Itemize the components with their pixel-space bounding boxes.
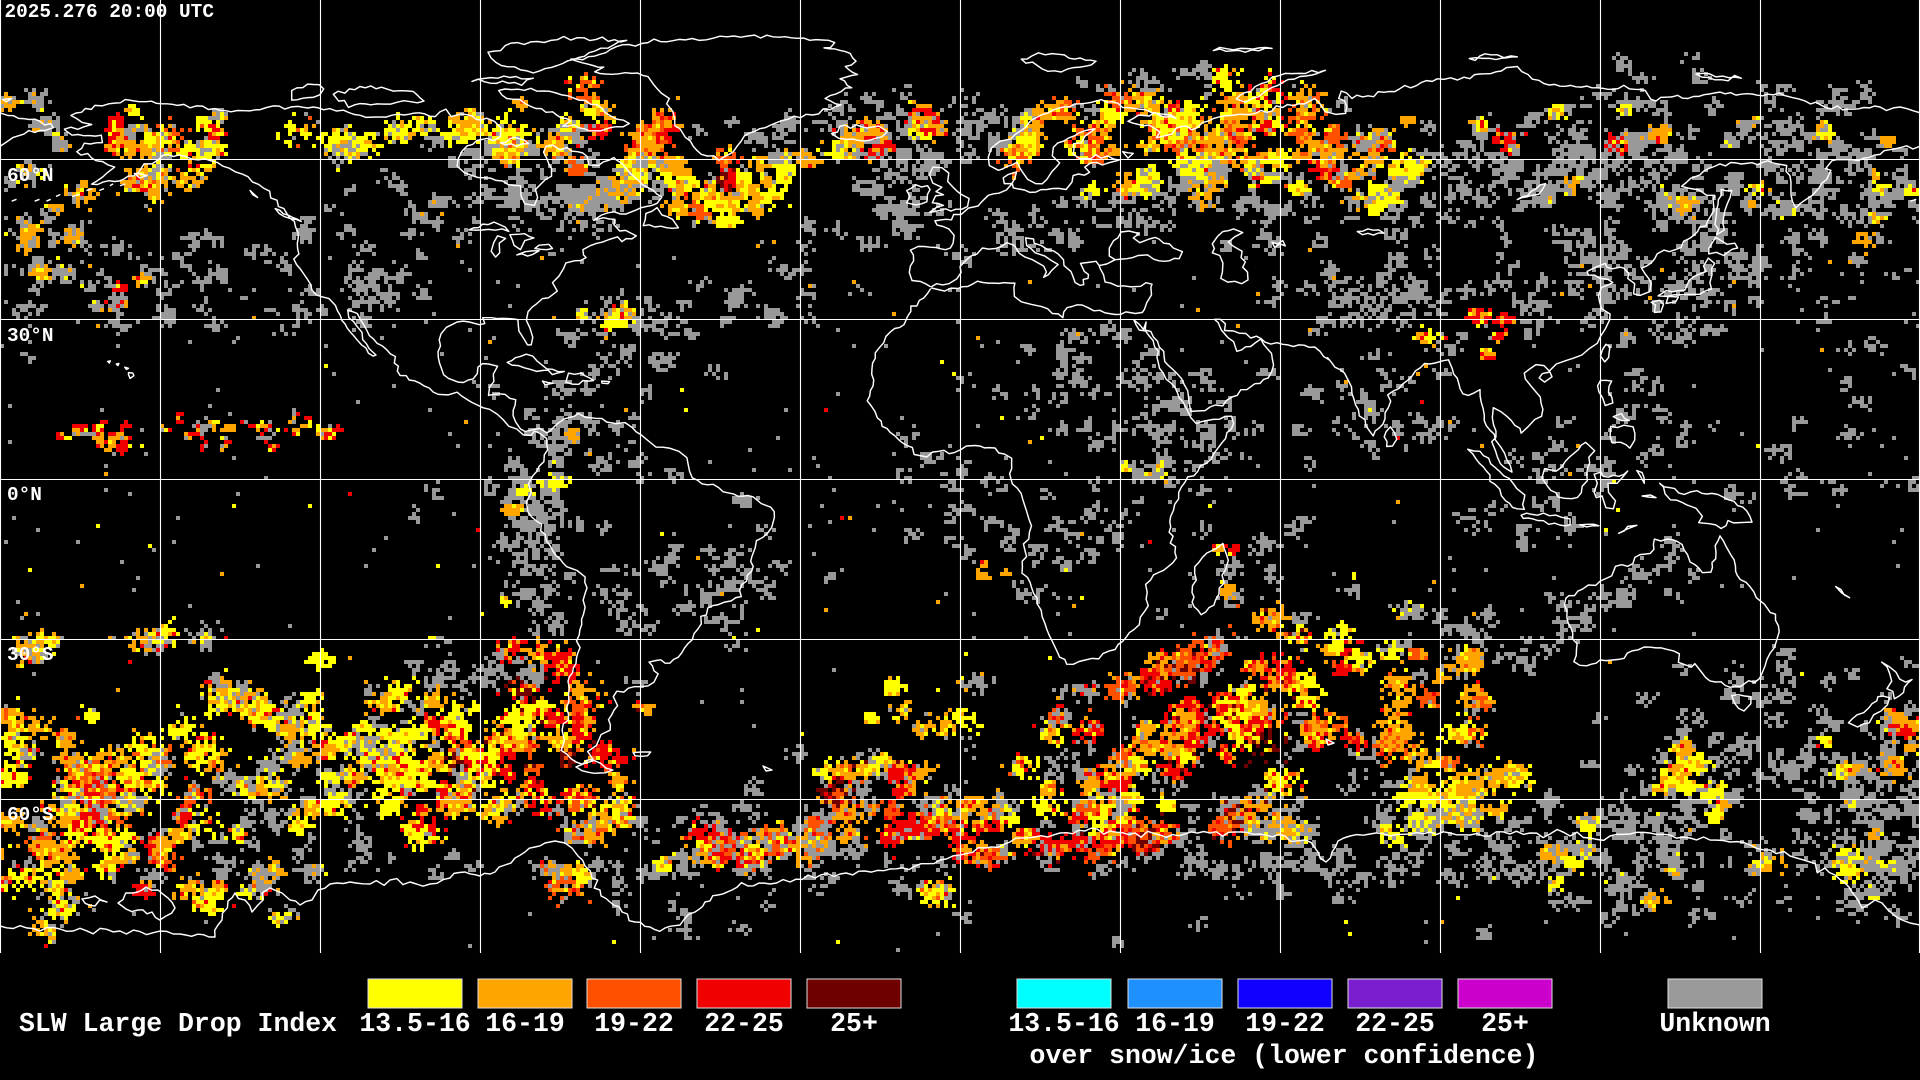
svg-text:over snow/ice (lower confidenc: over snow/ice (lower confidence) <box>1030 1041 1539 1071</box>
svg-text:60°S: 60°S <box>7 804 54 826</box>
svg-text:30°N: 30°N <box>7 325 54 347</box>
svg-text:0°N: 0°N <box>7 484 42 506</box>
svg-text:16-19: 16-19 <box>1135 1009 1215 1039</box>
svg-text:25+: 25+ <box>830 1009 878 1039</box>
svg-text:19-22: 19-22 <box>1245 1009 1325 1039</box>
svg-text:Unknown: Unknown <box>1659 1009 1770 1039</box>
svg-text:19-22: 19-22 <box>594 1009 674 1039</box>
svg-text:SLW Large Drop Index: SLW Large Drop Index <box>19 1009 337 1039</box>
svg-text:2025.276 20:00 UTC: 2025.276 20:00 UTC <box>5 1 215 23</box>
svg-text:60°N: 60°N <box>7 165 54 187</box>
svg-text:22-25: 22-25 <box>1355 1009 1435 1039</box>
svg-text:13.5-16: 13.5-16 <box>359 1009 470 1039</box>
svg-text:13.5-16: 13.5-16 <box>1008 1009 1119 1039</box>
svg-text:25+: 25+ <box>1481 1009 1529 1039</box>
svg-text:16-19: 16-19 <box>485 1009 565 1039</box>
svg-text:30°S: 30°S <box>7 644 54 666</box>
svg-text:22-25: 22-25 <box>704 1009 784 1039</box>
